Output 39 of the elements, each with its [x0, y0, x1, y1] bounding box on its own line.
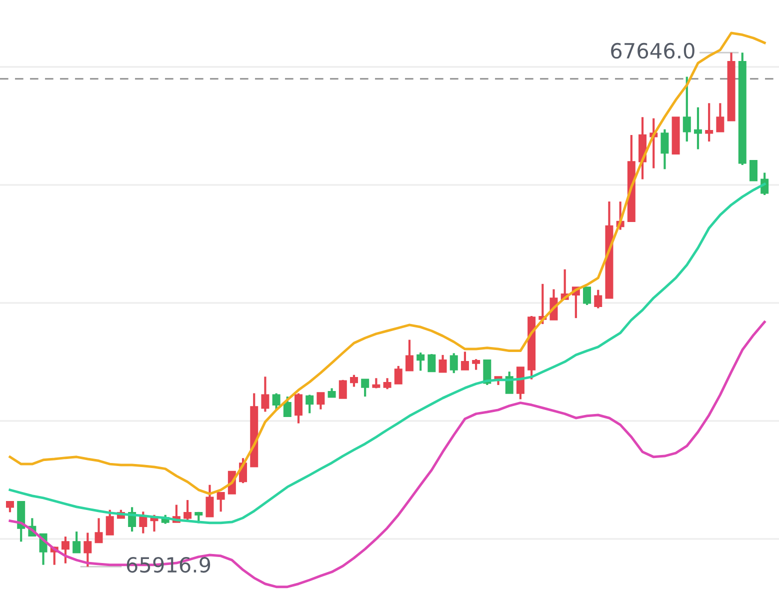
- candlestick: [660, 128, 669, 170]
- candlestick: [272, 392, 280, 411]
- candlestick: [316, 392, 325, 410]
- candlestick: [416, 352, 425, 372]
- candlestick: [716, 102, 724, 133]
- candlestick: [483, 358, 492, 386]
- candlestick: [184, 498, 192, 522]
- candlestick: [139, 510, 148, 534]
- candlestick: [361, 378, 370, 398]
- candlestick: [338, 378, 347, 400]
- candlestick: [72, 530, 81, 554]
- candlestick: [394, 364, 402, 385]
- candlestick: [594, 288, 602, 310]
- candlestick: [472, 358, 480, 371]
- candlestick: [206, 484, 214, 518]
- candlestick: [283, 396, 292, 418]
- candlestick: [583, 286, 592, 306]
- candlestick: [294, 392, 302, 424]
- candlestick: [216, 492, 225, 513]
- candlestick: [372, 377, 380, 390]
- candlestick: [383, 377, 392, 390]
- candlestick: [306, 394, 314, 414]
- candlestick: [694, 106, 702, 150]
- candlestick: [438, 354, 447, 374]
- candlestick: [460, 350, 469, 371]
- candlestick: [84, 532, 92, 568]
- candlestick: [405, 338, 414, 372]
- candlestick: [261, 376, 270, 413]
- candlestick: [106, 508, 114, 536]
- annotation: 67646.0: [611, 42, 694, 59]
- candlestick: [682, 76, 691, 143]
- candlestick: [749, 160, 758, 182]
- candlestick: [350, 374, 358, 388]
- candlestick: [94, 517, 103, 544]
- candlestick: [705, 102, 714, 143]
- candlestick: [61, 536, 70, 564]
- candlestick: [428, 353, 436, 373]
- candlestick: [6, 500, 14, 514]
- candlestick: [450, 352, 458, 374]
